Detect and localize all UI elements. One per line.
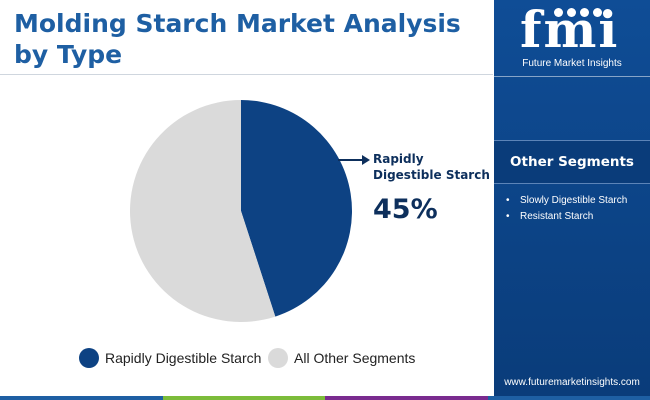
legend-swatch [79, 348, 99, 368]
callout-arrow-head [362, 155, 370, 165]
panel-divider [494, 76, 650, 77]
pie-slice-all-other-segments [130, 100, 276, 322]
list-item: Resistant Starch [506, 209, 627, 225]
list-item: Slowly Digestible Starch [506, 193, 627, 209]
other-segments-heading: Other Segments [494, 140, 650, 184]
logo-subtitle: Future Market Insights [522, 58, 622, 69]
bottom-bar-segment [162, 396, 325, 400]
legend-item-rapidly-digestible: Rapidly Digestible Starch [79, 347, 261, 369]
legend-item-all-other: All Other Segments [268, 347, 415, 369]
logo-text: fmi [520, 0, 620, 59]
bottom-color-bar [0, 396, 650, 400]
side-panel: fmi Future Market Insights Other Segment… [494, 0, 650, 396]
pie-slice-rapidly-digestible-starch [241, 100, 352, 317]
website-link[interactable]: www.futuremarketinsights.com [504, 377, 640, 388]
other-segments-list: Slowly Digestible Starch Resistant Starc… [506, 193, 627, 225]
title-divider [0, 74, 493, 75]
bottom-bar-segment [325, 396, 488, 400]
bottom-bar-segment [487, 396, 650, 400]
callout-value: 45% [373, 194, 438, 225]
legend-swatch [268, 348, 288, 368]
bottom-bar-segment [0, 396, 163, 400]
legend-label: All Other Segments [294, 350, 416, 366]
pie-chart [130, 100, 370, 322]
fmi-logo: fmi Future Market Insights [494, 0, 650, 76]
chart-title: Molding Starch Market Analysis by Type [14, 9, 461, 69]
callout-label: Rapidly Digestible Starch [373, 152, 490, 182]
logo-icons [554, 8, 602, 17]
legend-label: Rapidly Digestible Starch [105, 350, 262, 366]
